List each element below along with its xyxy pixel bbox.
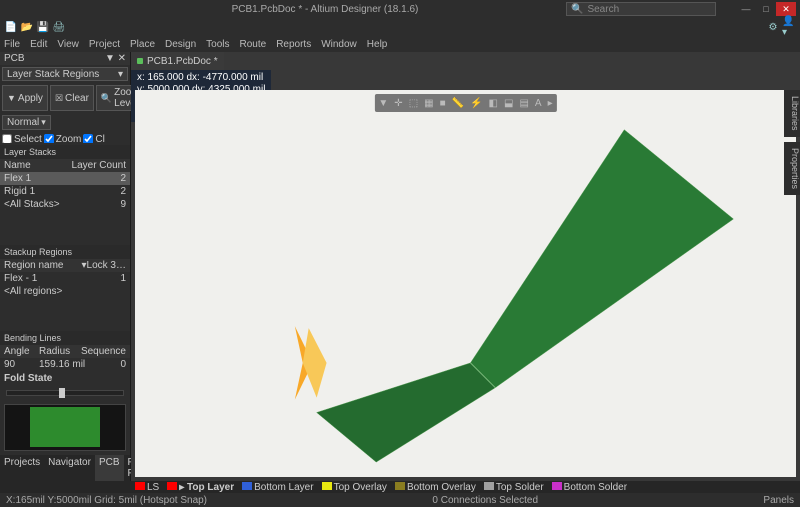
snap-icon[interactable]: ⚡ — [470, 98, 482, 109]
close-button[interactable]: ✕ — [776, 2, 796, 16]
app-title: PCB1.PcbDoc * - Altium Designer (18.1.6) — [84, 4, 566, 15]
min-button[interactable]: — — [736, 2, 756, 16]
board-panel-2 — [317, 363, 496, 462]
layer-tab[interactable]: LS — [135, 482, 159, 493]
main-toolbar: 📄 📂 💾 🖨 ⚙ 👤▾ — [0, 18, 800, 36]
mask-icon[interactable]: ◧ — [489, 98, 498, 109]
fold-state-label: Fold State — [0, 371, 130, 386]
bending-label: Bending Lines — [0, 331, 130, 345]
cl-checkbox[interactable] — [83, 134, 93, 143]
cross-icon[interactable]: ✛ — [394, 98, 402, 109]
layer-tab[interactable]: ▸ Top Layer — [167, 482, 234, 493]
table-row[interactable]: <All Stacks>9 — [0, 198, 130, 211]
filter-icon[interactable]: ▼ — [378, 98, 388, 109]
menu-bar: File Edit View Project Place Design Tool… — [0, 36, 800, 52]
max-button[interactable]: □ — [756, 2, 776, 16]
status-coords: X:165mil Y:5000mil Grid: 5mil (Hotspot S… — [6, 495, 207, 506]
fold-preview — [4, 404, 126, 451]
panel-title: PCB — [4, 53, 25, 64]
panels-button[interactable]: Panels — [763, 495, 794, 506]
new-icon[interactable]: 📄 — [4, 20, 18, 34]
pcb-icon — [137, 58, 143, 64]
print-icon[interactable]: 🖨 — [52, 20, 66, 34]
menu-file[interactable]: File — [4, 39, 20, 50]
layer-icon[interactable]: ■ — [440, 98, 446, 109]
libraries-tab[interactable]: Libraries — [784, 90, 800, 137]
document-tab[interactable]: PCB1.PcbDoc * — [131, 52, 224, 70]
layer-tab[interactable]: Bottom Overlay — [395, 482, 476, 493]
properties-tab[interactable]: Properties — [784, 142, 800, 195]
layer-tab[interactable]: Bottom Solder — [552, 482, 627, 493]
clear-button[interactable]: ☒ Clear — [50, 85, 94, 111]
search-input[interactable]: 🔍 Search — [566, 2, 716, 16]
bend-marker — [303, 328, 327, 397]
net-icon[interactable]: ▤ — [519, 98, 528, 109]
select-checkbox[interactable] — [2, 134, 12, 143]
tab-projects[interactable]: Projects — [0, 455, 44, 481]
user-icon[interactable]: 👤▾ — [782, 20, 796, 34]
text-icon[interactable]: A — [535, 98, 542, 109]
save-icon[interactable]: 💾 — [36, 20, 50, 34]
menu-edit[interactable]: Edit — [30, 39, 47, 50]
layer-tab[interactable]: Top Overlay — [322, 482, 387, 493]
gear-icon[interactable]: ⚙ — [766, 20, 780, 34]
status-connections: 0 Connections Selected — [432, 495, 538, 506]
menu-route[interactable]: Route — [240, 39, 267, 50]
menu-place[interactable]: Place — [130, 39, 155, 50]
gizmo-icon[interactable]: ⬚ — [409, 98, 418, 109]
view-toolbar[interactable]: ▼ ✛ ⬚ ▦ ■ 📏 ⚡ ◧ ⬓ ▤ A ▸ — [374, 94, 556, 112]
menu-tools[interactable]: Tools — [206, 39, 229, 50]
comp-icon[interactable]: ⬓ — [504, 98, 513, 109]
table-row[interactable]: Flex - 11 — [0, 272, 130, 285]
board-panel-1 — [470, 130, 733, 388]
table-row[interactable]: <All regions> — [0, 285, 130, 298]
zoom-checkbox[interactable] — [44, 134, 54, 143]
menu-help[interactable]: Help — [367, 39, 388, 50]
table-row[interactable]: Rigid 12 — [0, 185, 130, 198]
open-icon[interactable]: 📂 — [20, 20, 34, 34]
apply-button[interactable]: ▼ Apply — [2, 85, 48, 111]
grid-icon[interactable]: ▦ — [424, 98, 433, 109]
menu-project[interactable]: Project — [89, 39, 120, 50]
table-row[interactable]: 90159.16 mil0 — [0, 358, 130, 371]
fold-slider[interactable] — [6, 390, 124, 395]
normal-dropdown[interactable]: Normal ▾ — [2, 115, 51, 130]
panel-controls[interactable]: ▼ ✕ — [105, 53, 126, 64]
layer-tab[interactable]: Top Solder — [484, 482, 544, 493]
stackup-label: Stackup Regions — [0, 245, 130, 259]
menu-design[interactable]: Design — [165, 39, 196, 50]
menu-view[interactable]: View — [57, 39, 79, 50]
layer-tab[interactable]: Bottom Layer — [242, 482, 313, 493]
menu-reports[interactable]: Reports — [276, 39, 311, 50]
ruler-icon[interactable]: 📏 — [452, 98, 464, 109]
table-row[interactable]: Flex 12 — [0, 172, 130, 185]
menu-window[interactable]: Window — [321, 39, 357, 50]
pcb-canvas[interactable]: ▼ ✛ ⬚ ▦ ■ 📏 ⚡ ◧ ⬓ ▤ A ▸ — [135, 90, 796, 477]
layer-tabs: LS ▸ Top Layer Bottom Layer Top Overlay … — [0, 481, 800, 493]
panel-mode-dropdown[interactable]: Layer Stack Regions▾ — [2, 67, 128, 81]
tab-pcb[interactable]: PCB — [95, 455, 124, 481]
tab-navigator[interactable]: Navigator — [44, 455, 95, 481]
layer-stacks-label: Layer Stacks — [0, 145, 130, 159]
